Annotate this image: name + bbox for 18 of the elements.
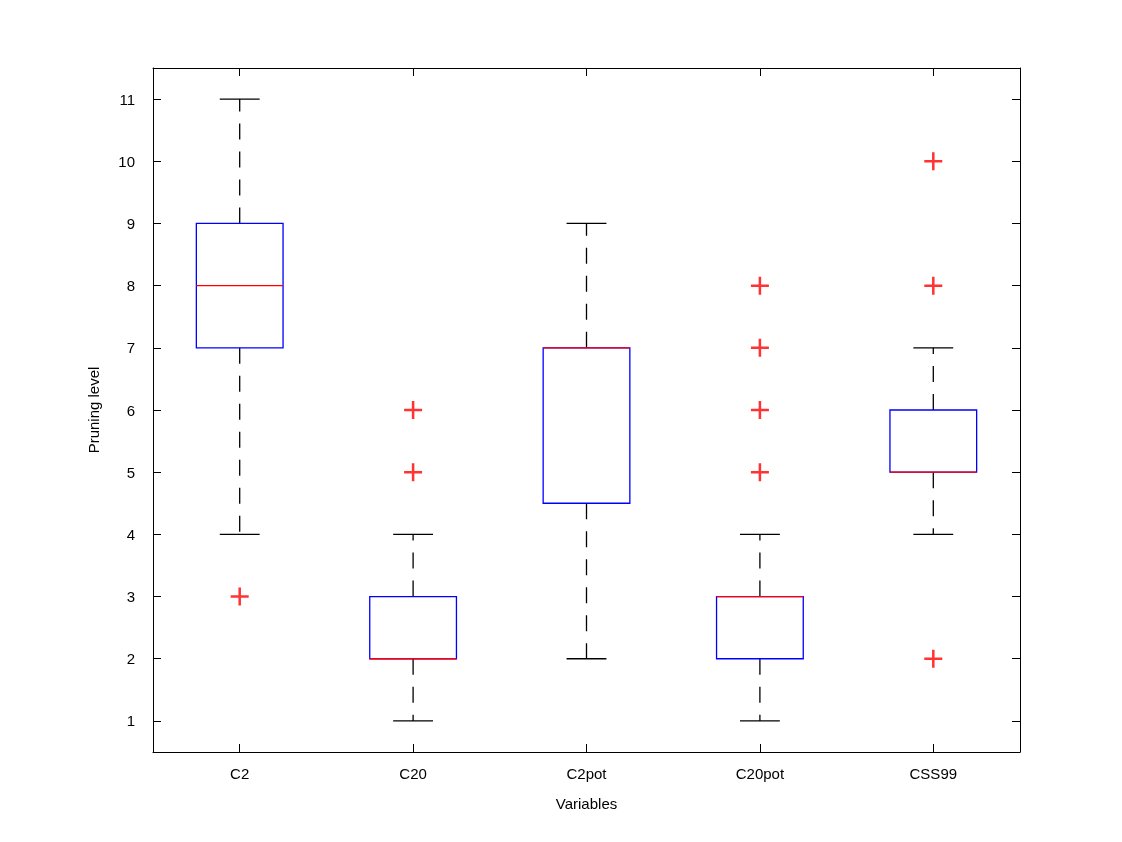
y-tick-label: 6: [126, 401, 135, 419]
y-tick-label: 10: [118, 152, 135, 170]
y-tick-label: 4: [126, 525, 135, 543]
x-tick-label: C2: [230, 765, 250, 782]
x-axis-title: Variables: [555, 795, 618, 812]
y-tick-label: 5: [126, 463, 135, 481]
y-tick-label: 1: [126, 712, 135, 730]
x-tick-label: C2pot: [566, 765, 608, 782]
y-tick-label: 9: [126, 214, 135, 232]
y-tick-label: 3: [126, 588, 135, 606]
y-axis-title: Pruning level: [85, 366, 102, 454]
y-tick-label: 7: [126, 339, 135, 357]
x-tick-label: CSS99: [909, 765, 958, 782]
y-tick-label: 8: [126, 277, 135, 295]
x-tick-label: C20pot: [735, 765, 785, 782]
x-tick-label: C20: [399, 765, 427, 782]
y-tick-label: 11: [119, 90, 135, 108]
y-tick-label: 2: [126, 650, 135, 668]
